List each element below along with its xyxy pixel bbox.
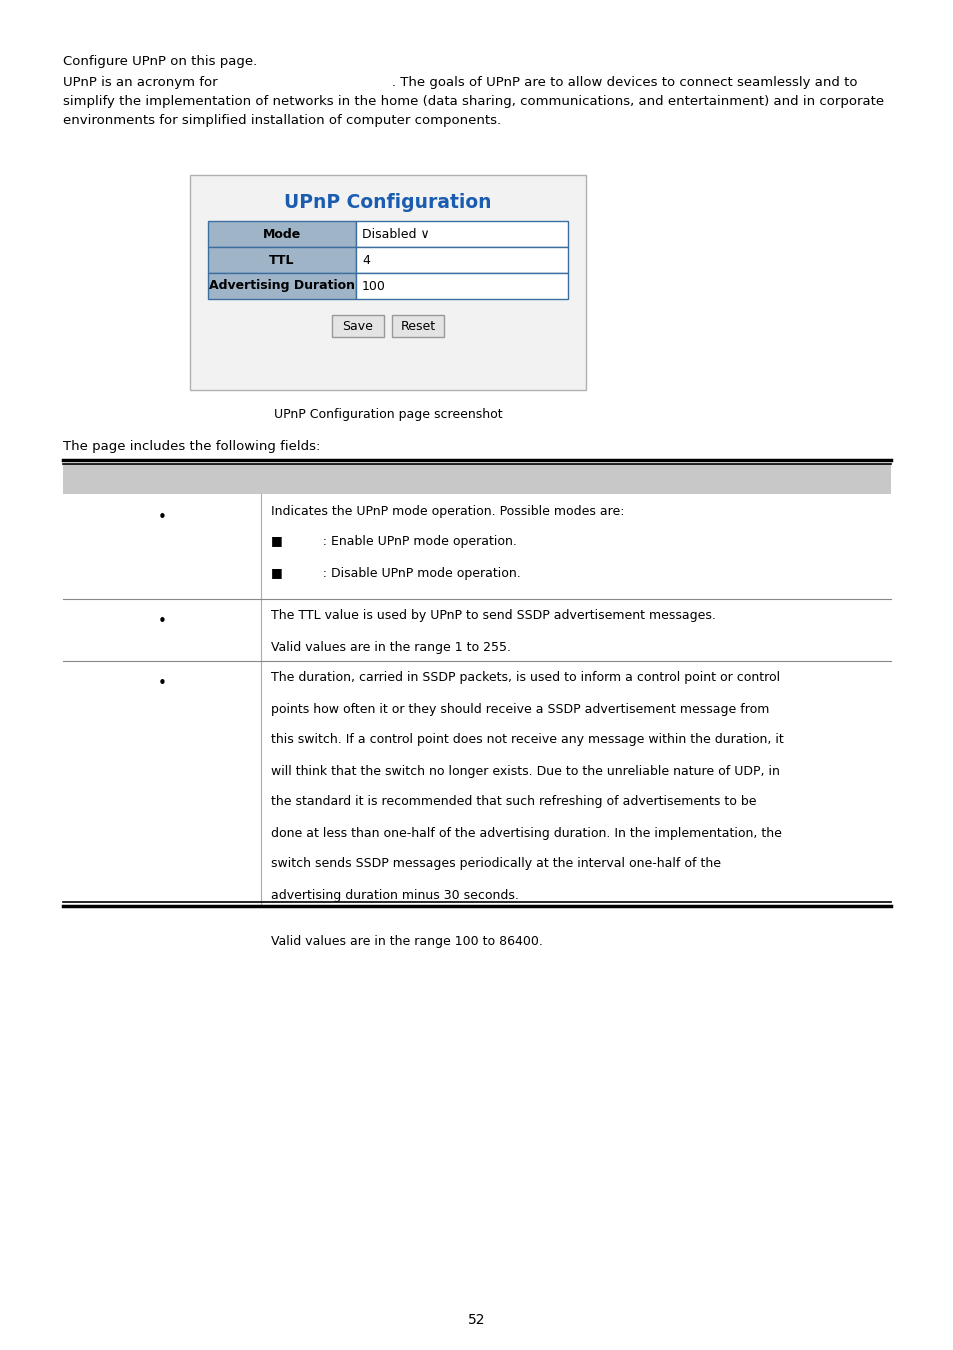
Bar [208, 273, 355, 298]
Text: •: • [157, 676, 166, 691]
Bar [63, 660, 890, 906]
Text: Reset: Reset [400, 320, 436, 332]
Text: will think that the switch no longer exists. Due to the unreliable nature of UDP: will think that the switch no longer exi… [271, 764, 779, 778]
Text: switch sends SSDP messages periodically at the interval one-half of the: switch sends SSDP messages periodically … [271, 857, 720, 871]
Text: ■          : Disable UPnP mode operation.: ■ : Disable UPnP mode operation. [271, 567, 520, 579]
Bar [63, 598, 890, 660]
Bar [190, 176, 585, 390]
Text: environments for simplified installation of computer components.: environments for simplified installation… [63, 113, 500, 127]
Text: The page includes the following fields:: The page includes the following fields: [63, 440, 320, 454]
Text: simplify the implementation of networks in the home (data sharing, communication: simplify the implementation of networks … [63, 95, 883, 108]
Text: •: • [157, 509, 166, 525]
Text: 52: 52 [468, 1314, 485, 1327]
FancyBboxPatch shape [332, 315, 384, 338]
Text: Save: Save [342, 320, 373, 332]
Text: UPnP is an acronym for                                         . The goals of UP: UPnP is an acronym for . The goals of UP [63, 76, 857, 89]
Bar [355, 247, 567, 273]
Text: advertising duration minus 30 seconds.: advertising duration minus 30 seconds. [271, 888, 518, 902]
Text: Configure UPnP on this page.: Configure UPnP on this page. [63, 55, 257, 68]
FancyBboxPatch shape [392, 315, 443, 338]
Text: Valid values are in the range 1 to 255.: Valid values are in the range 1 to 255. [271, 640, 511, 653]
Bar [63, 463, 890, 494]
Text: Disabled ∨: Disabled ∨ [361, 228, 429, 240]
Text: TTL: TTL [269, 254, 294, 266]
Text: UPnP Configuration page screenshot: UPnP Configuration page screenshot [274, 408, 502, 421]
Text: •: • [157, 614, 166, 629]
Bar [208, 247, 355, 273]
Text: points how often it or they should receive a SSDP advertisement message from: points how often it or they should recei… [271, 702, 768, 716]
Text: The TTL value is used by UPnP to send SSDP advertisement messages.: The TTL value is used by UPnP to send SS… [271, 609, 715, 622]
Text: this switch. If a control point does not receive any message within the duration: this switch. If a control point does not… [271, 733, 783, 747]
Text: Valid values are in the range 100 to 86400.: Valid values are in the range 100 to 864… [271, 936, 542, 948]
Text: ■          : Enable UPnP mode operation.: ■ : Enable UPnP mode operation. [271, 536, 517, 548]
Text: 4: 4 [361, 254, 370, 266]
Text: The duration, carried in SSDP packets, is used to inform a control point or cont: The duration, carried in SSDP packets, i… [271, 671, 780, 684]
Text: Indicates the UPnP mode operation. Possible modes are:: Indicates the UPnP mode operation. Possi… [271, 505, 624, 517]
Text: done at less than one-half of the advertising duration. In the implementation, t: done at less than one-half of the advert… [271, 826, 781, 840]
Bar [355, 221, 567, 247]
Text: Mode: Mode [263, 228, 301, 240]
Bar [208, 221, 355, 247]
Text: UPnP Configuration: UPnP Configuration [284, 193, 491, 212]
Bar [355, 273, 567, 298]
Text: Advertising Duration: Advertising Duration [209, 279, 355, 293]
Text: 100: 100 [361, 279, 385, 293]
Bar [63, 494, 890, 598]
Text: the standard it is recommended that such refreshing of advertisements to be: the standard it is recommended that such… [271, 795, 756, 809]
